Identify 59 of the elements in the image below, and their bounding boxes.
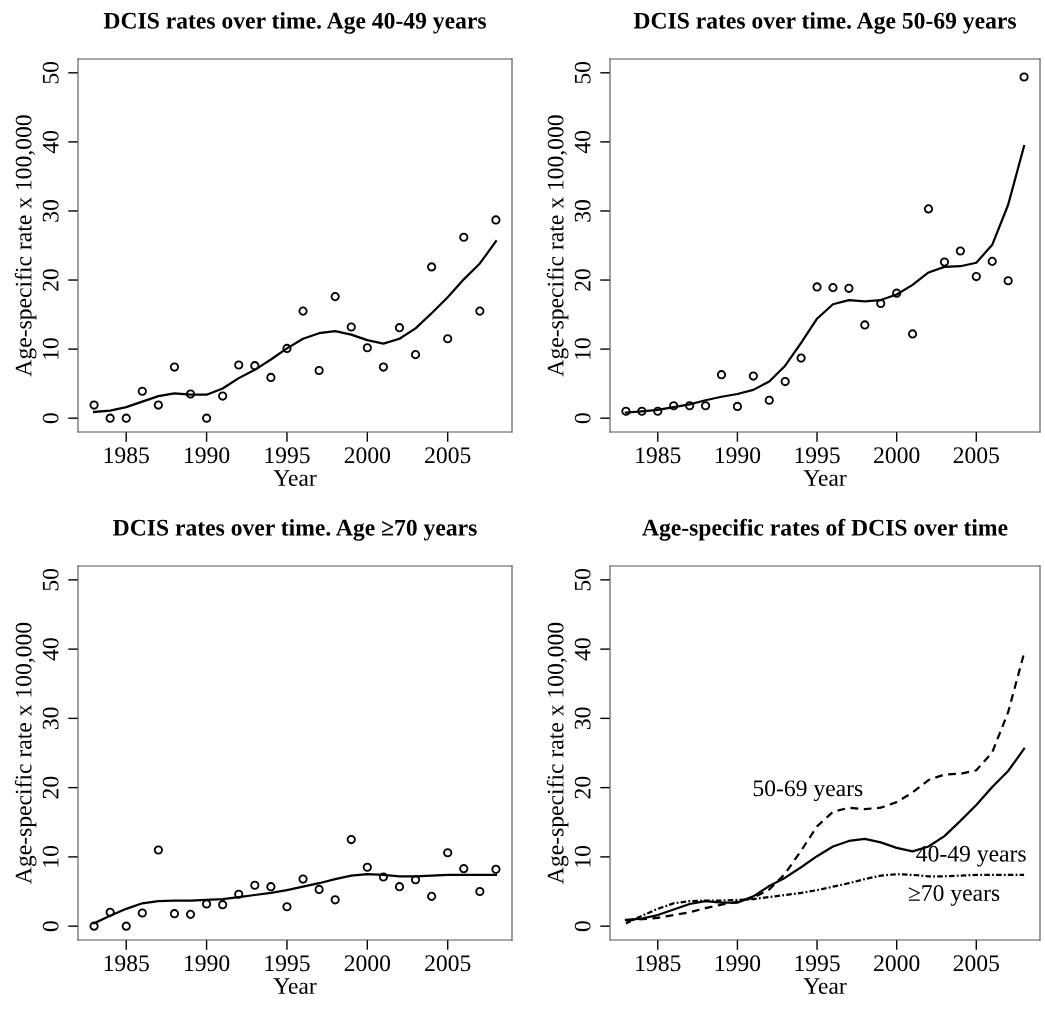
x-tick-label: 1995 (795, 447, 840, 464)
x-tick-label: 1995 (265, 447, 310, 464)
x-tick-label: 1985 (104, 447, 149, 464)
x-tick-label: 1985 (636, 447, 681, 464)
chart-title: Age-specific rates of DCIS over time (642, 518, 1008, 541)
x-tick-label: 1995 (795, 955, 840, 972)
y-axis-title: Age-specific rate x 100,000 (14, 115, 37, 377)
x-tick-label: 2000 (874, 447, 920, 464)
x-tick-label: 1985 (104, 955, 149, 972)
y-tick-label: 40 (574, 638, 591, 661)
x-tick-label: 2005 (953, 447, 999, 464)
y-tick-label: 30 (42, 200, 59, 222)
y-tick-label: 50 (574, 61, 591, 84)
y-tick-label: 10 (42, 338, 59, 359)
chart-title: DCIS rates over time. Age ≥70 years (113, 519, 477, 541)
y-tick-label: 20 (574, 776, 591, 799)
x-tick-label: 1995 (265, 955, 310, 972)
x-tick-label: 2000 (874, 955, 920, 972)
y-tick-label: 40 (42, 638, 59, 661)
y-tick-label: 20 (42, 269, 59, 291)
y-tick-label: 30 (574, 707, 591, 730)
y-tick-label: 0 (574, 921, 591, 932)
x-tick-label: 1985 (636, 955, 681, 972)
chart-title: DCIS rates over time. Age 40-49 years (103, 12, 486, 34)
x-tick-label: 2005 (953, 955, 999, 972)
y-tick-label: 30 (574, 200, 591, 222)
chart-title: DCIS rates over time. Age 50-69 years (633, 12, 1016, 34)
y-tick-label: 40 (574, 130, 591, 154)
y-tick-label: 50 (42, 61, 59, 84)
y-tick-label: 10 (574, 338, 591, 359)
x-tick-label: 1990 (715, 447, 761, 464)
y-axis-title: Age-specific rate x 100,000 (546, 115, 569, 377)
y-tick-label: 0 (574, 413, 591, 424)
x-tick-label: 1990 (715, 955, 761, 972)
y-tick-label: 50 (574, 568, 591, 591)
y-tick-label: 20 (574, 269, 591, 291)
y-tick-label: 0 (42, 921, 59, 932)
x-axis-title: Year (273, 470, 317, 486)
y-axis-title: Age-specific rate x 100,000 (546, 622, 569, 884)
y-tick-label: 0 (42, 413, 59, 424)
annotation: ≥70 years (908, 885, 1000, 906)
y-tick-label: 20 (42, 776, 59, 799)
y-tick-label: 50 (42, 568, 59, 591)
x-axis-title: Year (803, 978, 847, 994)
y-tick-label: 30 (42, 707, 59, 730)
y-tick-label: 10 (574, 845, 591, 867)
x-tick-label: 2005 (425, 447, 471, 464)
y-tick-label: 40 (42, 130, 59, 154)
x-tick-label: 2000 (344, 447, 391, 464)
x-tick-label: 1990 (185, 955, 230, 972)
x-axis-title: Year (803, 470, 847, 486)
y-axis-title: Age-specific rate x 100,000 (14, 622, 37, 884)
annotation: 50-69 years (753, 780, 863, 802)
x-axis-title: Year (273, 978, 317, 994)
x-tick-label: 2005 (425, 955, 471, 972)
annotation: 40-49 years (916, 845, 1026, 867)
x-tick-label: 1990 (185, 447, 230, 464)
y-tick-label: 10 (42, 845, 59, 867)
x-tick-label: 2000 (344, 955, 391, 972)
